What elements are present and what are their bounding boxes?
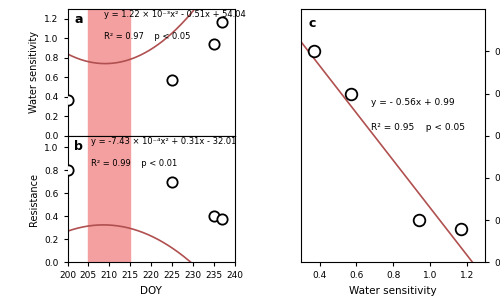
Point — [168, 179, 176, 184]
Text: y = 1.22 × 10⁻³x² - 0.51x + 54.04: y = 1.22 × 10⁻³x² - 0.51x + 54.04 — [104, 10, 246, 20]
Text: a: a — [74, 13, 82, 26]
Bar — [88, 136, 130, 262]
Y-axis label: Water sensitivity: Water sensitivity — [28, 31, 38, 113]
Bar — [88, 9, 130, 136]
Point — [457, 226, 465, 231]
Text: R² = 0.97    p < 0.05: R² = 0.97 p < 0.05 — [104, 32, 190, 41]
Point — [64, 97, 72, 102]
Point — [210, 42, 218, 47]
Text: c: c — [308, 17, 316, 30]
Point — [347, 91, 355, 96]
Point — [64, 168, 72, 173]
Point — [210, 214, 218, 219]
X-axis label: DOY: DOY — [140, 286, 162, 296]
Text: R² = 0.95    p < 0.05: R² = 0.95 p < 0.05 — [371, 123, 465, 132]
Text: R² = 0.99    p < 0.01: R² = 0.99 p < 0.01 — [91, 159, 177, 167]
Point — [415, 218, 423, 223]
Text: y = -7.43 × 10⁻⁴x² + 0.31x - 32.01: y = -7.43 × 10⁻⁴x² + 0.31x - 32.01 — [91, 137, 236, 146]
Point — [310, 49, 318, 54]
Text: y = - 0.56x + 0.99: y = - 0.56x + 0.99 — [371, 98, 454, 107]
Point — [168, 78, 176, 83]
Y-axis label: Resistance: Resistance — [28, 173, 38, 225]
Point — [218, 216, 226, 221]
Point — [218, 20, 226, 24]
X-axis label: Water sensitivity: Water sensitivity — [350, 286, 437, 296]
Text: b: b — [74, 139, 83, 152]
